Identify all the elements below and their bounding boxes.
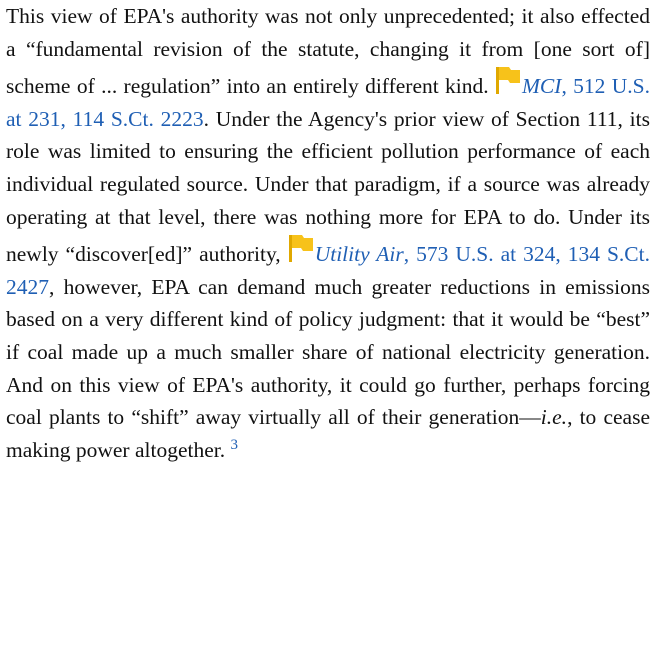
text: , to cease making power altogether.	[6, 405, 650, 462]
citation[interactable]: , 512 U.S. at 231, 114 S.Ct. 2223	[6, 74, 651, 131]
text: i.e.	[540, 405, 568, 430]
case-link[interactable]: Utility Air	[314, 242, 404, 267]
flag-icon	[288, 235, 313, 263]
citation[interactable]: , 573 U.S. at 324, 134 S.Ct. 2427	[6, 242, 650, 299]
text: This view of EPA's authority was not onl…	[6, 4, 650, 99]
text: , however, EPA can demand much greater r…	[6, 274, 650, 430]
flag-icon	[496, 67, 521, 95]
paragraph: This view of EPA's authority was not onl…	[6, 4, 651, 462]
case-link[interactable]: MCI	[522, 74, 562, 99]
text: . Under the Agency's prior view of Secti…	[6, 106, 650, 267]
footnote-ref[interactable]: 3	[230, 436, 239, 453]
